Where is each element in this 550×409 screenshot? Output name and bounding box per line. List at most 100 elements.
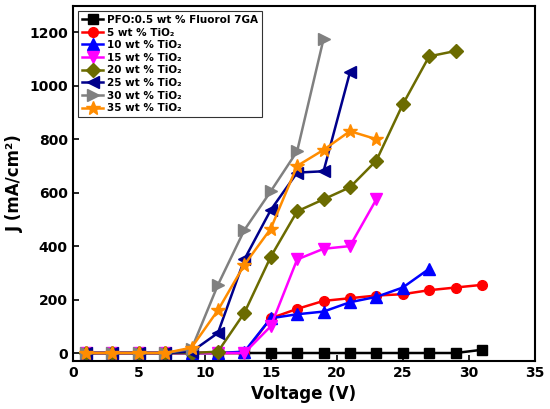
15 wt % TiO₂ [346,244,353,249]
Line: 20 wt % TiO₂: 20 wt % TiO₂ [81,46,460,358]
Line: 5 wt % TiO₂: 5 wt % TiO₂ [81,280,487,358]
15 wt % TiO₂ [373,197,380,202]
PFO:0.5 wt % Fluorol 7GA [135,351,142,355]
10 wt % TiO₂ [320,309,327,314]
20 wt % TiO₂ [373,158,380,163]
25 wt % TiO₂ [188,349,195,354]
30 wt % TiO₂ [162,351,168,355]
Legend: PFO:0.5 wt % Fluorol 7GA, 5 wt % TiO₂, 10 wt % TiO₂, 15 wt % TiO₂, 20 wt % TiO₂,: PFO:0.5 wt % Fluorol 7GA, 5 wt % TiO₂, 1… [78,11,262,117]
5 wt % TiO₂ [320,299,327,303]
5 wt % TiO₂ [294,306,300,311]
5 wt % TiO₂ [135,351,142,355]
10 wt % TiO₂ [346,300,353,305]
15 wt % TiO₂ [267,324,274,329]
30 wt % TiO₂ [294,149,300,154]
15 wt % TiO₂ [82,351,89,355]
25 wt % TiO₂ [109,351,116,355]
20 wt % TiO₂ [241,310,248,315]
15 wt % TiO₂ [162,351,168,355]
PFO:0.5 wt % Fluorol 7GA [478,347,485,352]
35 wt % TiO₂ [162,351,168,355]
20 wt % TiO₂ [214,349,221,354]
15 wt % TiO₂ [294,257,300,262]
20 wt % TiO₂ [426,54,432,59]
5 wt % TiO₂ [373,293,380,298]
Line: 15 wt % TiO₂: 15 wt % TiO₂ [80,194,382,359]
PFO:0.5 wt % Fluorol 7GA [267,351,274,355]
PFO:0.5 wt % Fluorol 7GA [82,351,89,355]
5 wt % TiO₂ [478,282,485,287]
PFO:0.5 wt % Fluorol 7GA [346,351,353,355]
X-axis label: Voltage (V): Voltage (V) [251,385,356,403]
30 wt % TiO₂ [82,351,89,355]
PFO:0.5 wt % Fluorol 7GA [162,351,168,355]
35 wt % TiO₂ [320,147,327,152]
10 wt % TiO₂ [267,316,274,321]
30 wt % TiO₂ [214,282,221,287]
5 wt % TiO₂ [188,351,195,355]
10 wt % TiO₂ [162,351,168,355]
5 wt % TiO₂ [109,351,116,355]
10 wt % TiO₂ [399,285,406,290]
PFO:0.5 wt % Fluorol 7GA [399,351,406,355]
20 wt % TiO₂ [162,351,168,355]
5 wt % TiO₂ [346,296,353,301]
10 wt % TiO₂ [373,294,380,299]
Y-axis label: J (mA/cm²): J (mA/cm²) [6,135,24,232]
10 wt % TiO₂ [426,266,432,271]
30 wt % TiO₂ [135,351,142,355]
5 wt % TiO₂ [162,351,168,355]
15 wt % TiO₂ [188,351,195,355]
5 wt % TiO₂ [241,351,248,355]
5 wt % TiO₂ [452,285,459,290]
5 wt % TiO₂ [82,351,89,355]
15 wt % TiO₂ [241,351,248,355]
35 wt % TiO₂ [188,345,195,350]
35 wt % TiO₂ [241,262,248,267]
30 wt % TiO₂ [241,228,248,233]
35 wt % TiO₂ [294,164,300,169]
PFO:0.5 wt % Fluorol 7GA [188,351,195,355]
30 wt % TiO₂ [320,36,327,41]
35 wt % TiO₂ [346,129,353,134]
10 wt % TiO₂ [294,312,300,317]
10 wt % TiO₂ [82,351,89,355]
20 wt % TiO₂ [267,254,274,259]
25 wt % TiO₂ [294,170,300,175]
30 wt % TiO₂ [109,351,116,355]
25 wt % TiO₂ [214,330,221,335]
20 wt % TiO₂ [320,197,327,202]
PFO:0.5 wt % Fluorol 7GA [214,351,221,355]
35 wt % TiO₂ [82,351,89,355]
20 wt % TiO₂ [109,351,116,355]
15 wt % TiO₂ [214,351,221,355]
25 wt % TiO₂ [241,257,248,262]
20 wt % TiO₂ [82,351,89,355]
5 wt % TiO₂ [214,351,221,355]
25 wt % TiO₂ [267,207,274,212]
5 wt % TiO₂ [399,292,406,297]
30 wt % TiO₂ [188,346,195,351]
Line: PFO:0.5 wt % Fluorol 7GA: PFO:0.5 wt % Fluorol 7GA [81,345,487,358]
5 wt % TiO₂ [426,288,432,293]
25 wt % TiO₂ [320,169,327,174]
10 wt % TiO₂ [214,351,221,355]
15 wt % TiO₂ [320,246,327,251]
15 wt % TiO₂ [135,351,142,355]
10 wt % TiO₂ [109,351,116,355]
Line: 30 wt % TiO₂: 30 wt % TiO₂ [80,34,329,359]
30 wt % TiO₂ [267,189,274,194]
35 wt % TiO₂ [373,137,380,142]
25 wt % TiO₂ [135,351,142,355]
25 wt % TiO₂ [346,70,353,75]
PFO:0.5 wt % Fluorol 7GA [452,351,459,355]
Line: 25 wt % TiO₂: 25 wt % TiO₂ [80,67,355,359]
20 wt % TiO₂ [188,351,195,355]
5 wt % TiO₂ [267,316,274,321]
20 wt % TiO₂ [346,185,353,190]
PFO:0.5 wt % Fluorol 7GA [241,351,248,355]
10 wt % TiO₂ [188,351,195,355]
20 wt % TiO₂ [452,49,459,54]
PFO:0.5 wt % Fluorol 7GA [109,351,116,355]
PFO:0.5 wt % Fluorol 7GA [373,351,380,355]
